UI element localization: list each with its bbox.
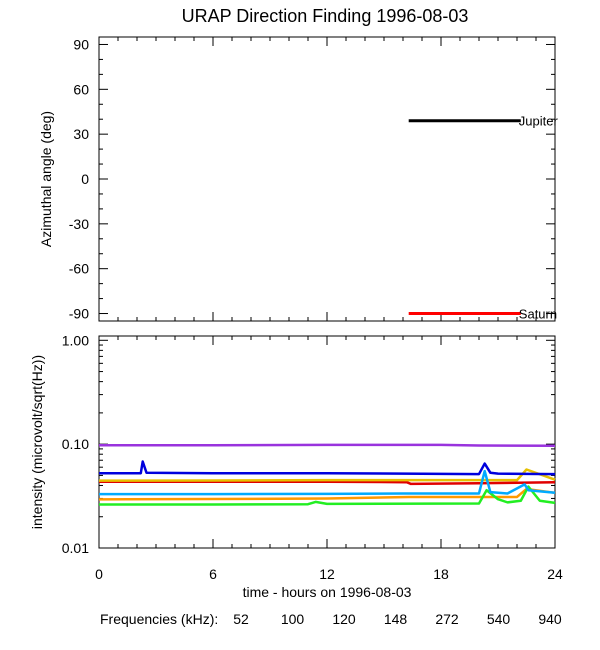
- intensity-y-tick-label: 0.01: [62, 540, 89, 556]
- x-axis-label: time - hours on 1996-08-03: [243, 584, 412, 600]
- x-tick-label: 0: [95, 566, 103, 582]
- direction-y-tick-label: 60: [73, 81, 89, 97]
- frequencies-label: Frequencies (kHz):: [100, 611, 218, 627]
- intensity-y-axis: 1.00 0.10 0.01: [62, 332, 555, 556]
- series-line-272-khz: [99, 469, 556, 496]
- series-line-100-khz: [98, 487, 556, 501]
- x-tick-label: 12: [319, 566, 335, 582]
- direction-y-tick-label: -30: [69, 216, 89, 232]
- series-line-940-khz: [99, 443, 556, 448]
- direction-x-ticks: [98, 37, 556, 321]
- x-tick-label: 24: [547, 566, 563, 582]
- intensity-y-tick-label: 0.10: [62, 436, 89, 452]
- direction-y-tick-label: -60: [69, 261, 89, 277]
- direction-y-tick-label: 0: [81, 171, 89, 187]
- intensity-y-tick-label: 1.00: [62, 332, 89, 348]
- legend-entry-540-khz: 540: [487, 611, 511, 627]
- direction-y-tick-label: -90: [69, 306, 89, 322]
- legend-entry-272-khz: 272: [435, 611, 459, 627]
- direction-panel-frame: [98, 36, 556, 322]
- series-line-540-khz: [99, 460, 556, 476]
- intensity-y-axis-label: intensity (microvolt/sqrt(Hz)): [29, 355, 45, 529]
- series-line-120-khz: [98, 468, 556, 482]
- direction-y-axis-label: Azimuthal angle (deg): [38, 111, 54, 247]
- legend-entry-148-khz: 148: [384, 611, 408, 627]
- direction-series: Jupiter Saturn: [408, 114, 559, 322]
- frequency-legend: 52 100 120 148 272 540 940: [233, 611, 562, 627]
- x-tick-label: 18: [433, 566, 449, 582]
- intensity-panel-frame: [98, 335, 556, 549]
- legend-entry-120-khz: 120: [332, 611, 356, 627]
- legend-entry-940-khz: 940: [538, 611, 562, 627]
- series-label-jupiter: Jupiter: [519, 114, 559, 129]
- legend-entry-100-khz: 100: [281, 611, 305, 627]
- direction-y-axis: 90 60 30 0 -30 -60 -90: [69, 36, 555, 322]
- chart-title: URAP Direction Finding 1996-08-03: [182, 6, 469, 26]
- direction-y-tick-label: 90: [73, 36, 89, 52]
- intensity-series: [98, 443, 556, 506]
- legend-entry-52-khz: 52: [233, 611, 249, 627]
- intensity-x-axis: 0 6 12 18 24: [95, 336, 563, 582]
- series-label-saturn: Saturn: [519, 307, 557, 322]
- series-line-148-khz: [99, 485, 556, 506]
- x-tick-label: 6: [209, 566, 217, 582]
- direction-y-tick-label: 30: [73, 126, 89, 142]
